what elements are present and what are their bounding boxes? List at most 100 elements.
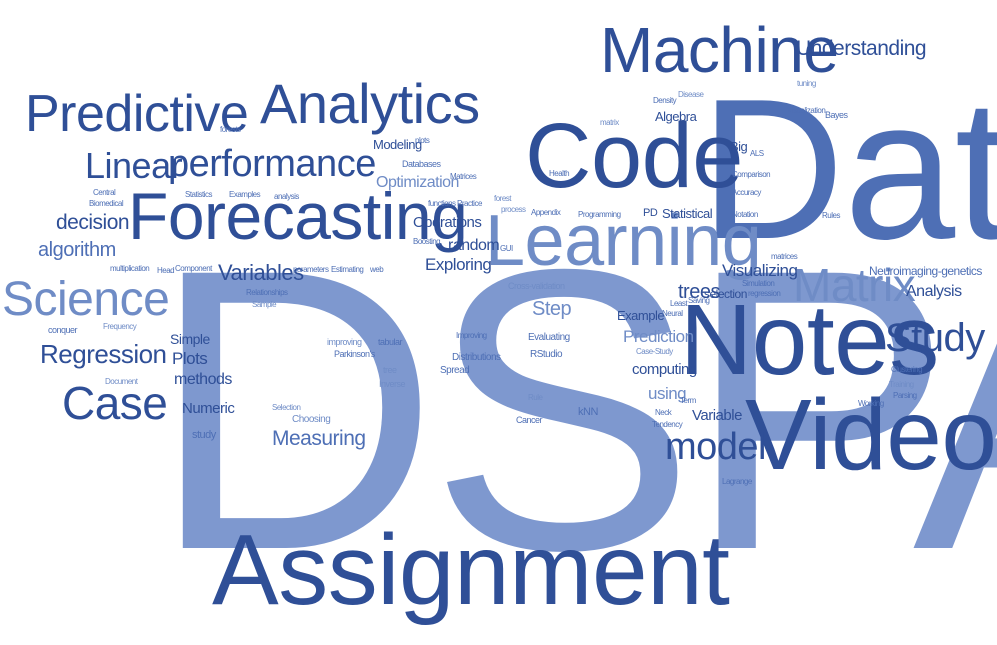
word-random: random [448,237,500,254]
word-performance: performance [168,143,376,185]
word-biomedical: Biomedical [89,199,124,208]
word-functions: functions [428,199,456,208]
word-statistical: Statistical [662,206,713,221]
word-cancer: Cancer [516,415,543,425]
word-case: Case [62,377,168,429]
word-decision: decision [56,211,130,234]
word-clustering: Clustering [891,365,923,374]
word-analytics: Analytics [260,72,480,135]
word-measuring: Measuring [272,427,366,450]
word-training: Training [889,380,914,389]
word-neural: Neural [662,309,683,318]
word-tendency: Tendency [652,420,683,429]
word-big: Big [730,139,748,154]
word-algorithm: algorithm [38,239,116,261]
word-matrix: Matrix [793,259,916,311]
word-analysis-small: analysis [274,192,299,201]
word-crossvalidation: Cross-validation [508,281,565,291]
word-process: process [501,205,526,214]
word-computing: computing [632,361,697,378]
word-plots-small: plots [415,136,430,145]
word-step: Step [532,298,572,320]
word-lagrange: Lagrange [722,477,752,486]
word-dspa: DSPA [150,186,997,633]
word-operations: Operations [413,214,482,231]
word-data: Data [700,58,997,281]
word-sample: Sample [252,300,277,309]
word-web: web [370,265,384,274]
word-model: model [665,426,767,468]
word-learning: Learning [485,201,762,281]
word-neuroimaging: Neuroimaging-genetics [869,264,982,278]
word-variable: Variable [692,407,742,424]
word-rstudio: RStudio [530,349,563,360]
word-knn: kNN [578,406,598,418]
word-rule: Rule [528,393,543,402]
word-notes: Notes [680,284,939,396]
word-component: Component [175,264,212,273]
word-tuning: tuning [797,79,816,88]
word-document: Document [105,377,138,386]
word-comparison: Comparison [732,170,771,179]
word-accuracy: Accuracy [732,188,761,197]
word-disease: Disease [678,90,704,99]
word-neck: Neck [655,408,672,417]
word-databases: Databases [402,159,441,169]
word-matrix-small: matrix [600,118,619,127]
word-parsing: Parsing [893,391,917,400]
word-bayes: Bayes [825,110,848,120]
word-gui: GUI [500,244,513,253]
word-parameters: parameters [293,265,329,274]
word-central: Central [93,188,116,197]
word-examples: Examples [229,190,261,199]
word-study-small: study [192,429,216,441]
word-term: Term [680,396,696,405]
word-understanding: Understanding [796,37,927,60]
word-evaluating: Evaluating [528,332,570,343]
word-parkinsons: Parkinson's [334,349,375,359]
word-example: Example [617,308,665,323]
word-assignment: Assignment [212,514,730,626]
word-matrices-small: matrices [771,252,798,261]
word-inverse: Inverse [379,379,406,389]
word-visualization: Visualization [787,106,826,115]
word-casestudy: Case-Study [636,347,673,356]
word-numeric: Numeric [182,400,235,417]
word-linear: Linear [85,145,183,186]
word-boosting: Boosting [413,237,441,246]
word-appendix: Appendix [531,208,561,217]
word-code: Code [525,105,743,207]
word-pd: PD [643,207,658,219]
word-analysis: Analysis [906,283,962,300]
word-least: Least [670,299,688,308]
word-frequency: Frequency [103,322,137,331]
word-modeling: Modeling [373,137,422,152]
word-science: Science [2,273,170,326]
word-matrices: Matrices [450,172,477,181]
word-estimating: Estimating [331,265,364,274]
word-optimization: Optimization [376,174,459,191]
word-visualizing: Visualizing [722,261,798,280]
word-relationships: Relationships [246,288,288,297]
word-forests: forests [220,125,241,134]
word-rules: Rules [822,211,840,220]
word-saving: Saving [688,296,710,305]
word-improving: improving [327,337,362,347]
word-methods: methods [174,371,232,388]
word-video: Video [745,379,997,491]
word-statistics: Statistics [185,190,213,199]
word-selection-small: Selection [272,403,301,412]
word-exploring: Exploring [425,255,492,274]
word-regression: Regression [40,339,167,369]
word-als: ALS [750,149,764,158]
word-selection: selection [704,287,747,301]
word-conquer: conquer [48,325,78,335]
word-practice: Practice [457,199,482,208]
word-using: using [648,384,687,403]
word-head: Head [157,266,175,275]
word-forecasting: Forecasting [128,179,468,253]
word-study: Study [885,316,985,360]
word-tabular: tabular [378,337,403,347]
word-working: Working [858,399,884,408]
